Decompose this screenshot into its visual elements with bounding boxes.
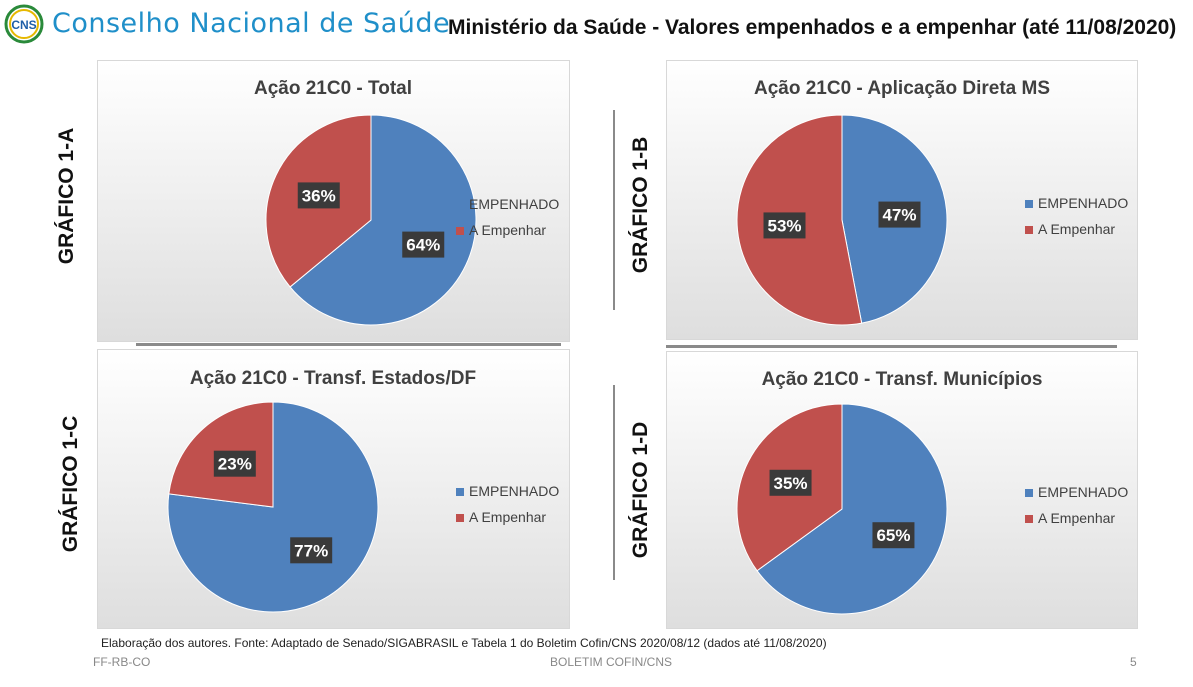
legend-item-a-empenhar: A Empenhar [1025,221,1115,237]
footer-left: FF-RB-CO [93,655,151,669]
chart-panel-1a: Ação 21C0 - Total 64% 36% EMPENHADO A Empe… [97,60,570,342]
chart-panel-1c: Ação 21C0 - Transf. Estados/DF 77% 23% EM… [97,349,570,629]
legend-item-empenhado: EMPENHADO [1025,195,1128,211]
pie-chart-1d: Ação 21C0 - Transf. Municípios 65% 35% EM… [736,369,1128,615]
svg-text:A Empenhar: A Empenhar [1038,221,1115,237]
pie-chart-1b: Ação 21C0 - Aplicação Direta MS 47% 53% E… [736,78,1128,326]
vertical-divider-top [613,110,615,310]
data-label: 23% [213,450,256,477]
svg-text:23%: 23% [218,455,252,474]
side-label-1a: GRÁFICO 1-A [55,127,78,265]
footer-page-number: 5 [1130,655,1137,669]
svg-text:A Empenhar: A Empenhar [469,509,546,525]
chart-title: Ação 21C0 - Transf. Municípios [762,369,1043,390]
logo-text: CNS [11,18,36,32]
cns-logo: CNS [4,4,44,44]
pie-chart-1a: Ação 21C0 - Total 64% 36% EMPENHADO A Empe… [254,78,559,326]
svg-text:77%: 77% [294,541,328,560]
legend-item-empenhado: EMPENHADO [456,196,559,212]
source-note: Elaboração dos autores. Fonte: Adaptado … [101,636,827,650]
data-label: 53% [763,212,806,239]
legend-item-a-empenhar: A Empenhar [456,222,546,238]
svg-text:EMPENHADO: EMPENHADO [1038,195,1128,211]
data-label: 64% [402,231,445,258]
svg-text:36%: 36% [302,186,336,205]
svg-text:EMPENHADO: EMPENHADO [469,196,559,212]
svg-text:A Empenhar: A Empenhar [1038,510,1115,526]
legend-item-empenhado: EMPENHADO [456,483,559,499]
side-label-1c: GRÁFICO 1-C [59,415,82,553]
chart-title: Ação 21C0 - Total [254,78,412,99]
pie-chart-1c: Ação 21C0 - Transf. Estados/DF 77% 23% EM… [167,368,559,613]
data-label: 36% [297,182,340,209]
chart-panel-1d: Ação 21C0 - Transf. Municípios 65% 35% EM… [666,351,1138,629]
horizontal-divider-left [136,343,561,346]
svg-text:EMPENHADO: EMPENHADO [1038,484,1128,500]
legend-item-empenhado: EMPENHADO [1025,484,1128,500]
svg-text:35%: 35% [774,474,808,493]
chart-title: Ação 21C0 - Aplicação Direta MS [754,78,1050,99]
side-label-1b: GRÁFICO 1-B [629,136,652,274]
side-label-1d: GRÁFICO 1-D [629,421,652,559]
pie-slice-empenhado [289,114,477,326]
chart-title: Ação 21C0 - Transf. Estados/DF [190,368,476,389]
pie-slice-empenhado [756,403,948,615]
data-label: 35% [769,469,812,496]
footer-center: BOLETIM COFIN/CNS [550,655,673,669]
page-title: Ministério da Saúde - Valores empenhados… [448,16,1177,39]
svg-text:64%: 64% [406,236,440,255]
legend-item-a-empenhar: A Empenhar [456,509,546,525]
legend-item-a-empenhar: A Empenhar [1025,510,1115,526]
chart-panel-1b: Ação 21C0 - Aplicação Direta MS 47% 53% E… [666,60,1138,340]
svg-text:EMPENHADO: EMPENHADO [469,483,559,499]
data-label: 77% [290,537,333,564]
org-name: Conselho Nacional de Saúde [52,8,451,39]
svg-text:47%: 47% [882,206,916,225]
svg-text:65%: 65% [876,526,910,545]
svg-text:A Empenhar: A Empenhar [469,222,546,238]
vertical-divider-bottom [613,385,615,580]
data-label: 65% [872,522,915,549]
horizontal-divider-right [666,345,1117,348]
data-label: 47% [878,201,921,228]
svg-text:53%: 53% [767,216,801,235]
